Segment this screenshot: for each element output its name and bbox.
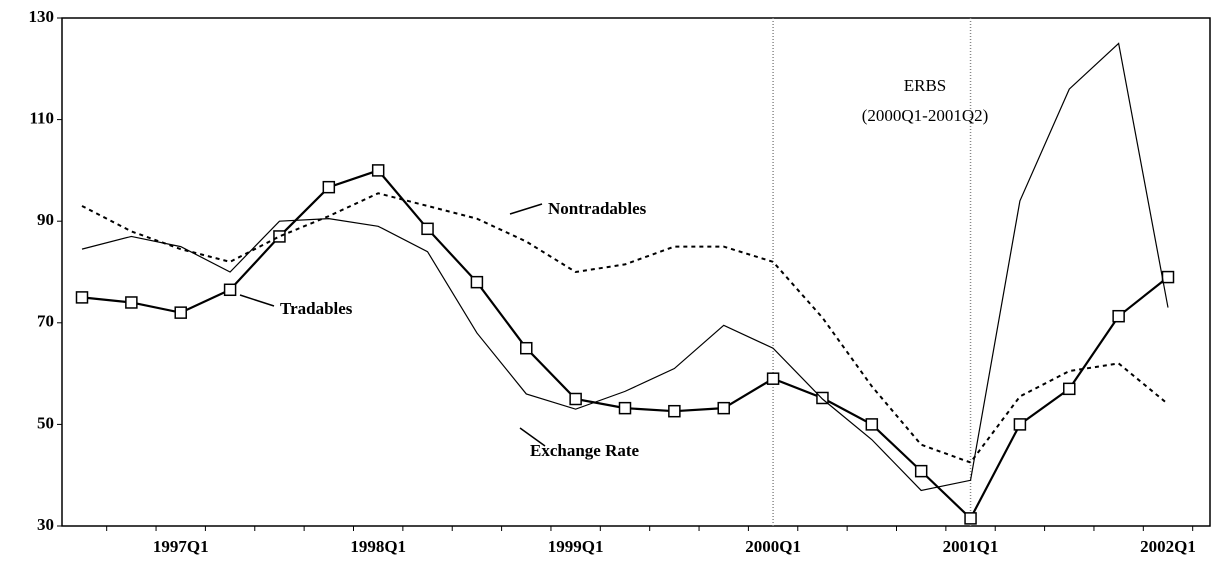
marker [273, 230, 286, 243]
x-tick-label: 1998Q1 [350, 537, 406, 556]
marker [668, 404, 681, 418]
leader-line [519, 427, 546, 447]
annotation: ERBS [904, 76, 947, 95]
marker [223, 283, 237, 297]
y-tick-label: 50 [37, 413, 54, 432]
marker [766, 372, 780, 385]
marker [1112, 309, 1125, 323]
y-tick-label: 90 [37, 210, 54, 229]
series-label: Tradables [280, 299, 353, 318]
x-tick-label: 2001Q1 [943, 537, 999, 556]
marker [865, 418, 879, 431]
leader-line [509, 203, 543, 215]
series-line [81, 169, 1169, 521]
marker [322, 180, 336, 194]
series-line [81, 42, 1169, 492]
x-tick-label: 2002Q1 [1140, 537, 1196, 556]
marker [717, 401, 730, 415]
series-line [81, 192, 1169, 464]
marker [1063, 382, 1076, 396]
marker [1161, 270, 1175, 284]
marker [816, 391, 829, 405]
marker [914, 464, 928, 478]
x-tick-label: 1997Q1 [153, 537, 209, 556]
plot-frame [61, 17, 1211, 527]
y-tick-label: 70 [37, 312, 54, 331]
marker [964, 512, 977, 525]
marker [618, 401, 632, 415]
marker [371, 164, 385, 177]
marker [75, 291, 89, 304]
marker [421, 222, 434, 236]
x-tick-label: 1999Q1 [548, 537, 604, 556]
x-tick-label: 2000Q1 [745, 537, 801, 556]
series-label: Exchange Rate [530, 441, 640, 460]
y-tick-label: 110 [29, 109, 54, 128]
series-label: Nontradables [548, 199, 647, 218]
marker [520, 341, 533, 355]
annotation: (2000Q1-2001Q2) [862, 106, 989, 125]
marker [125, 296, 138, 309]
y-tick-label: 130 [29, 7, 55, 26]
marker [470, 275, 484, 289]
y-tick-label: 30 [37, 515, 54, 534]
marker [174, 306, 187, 319]
marker [1013, 418, 1027, 431]
leader-line [239, 294, 275, 307]
marker [569, 392, 582, 406]
